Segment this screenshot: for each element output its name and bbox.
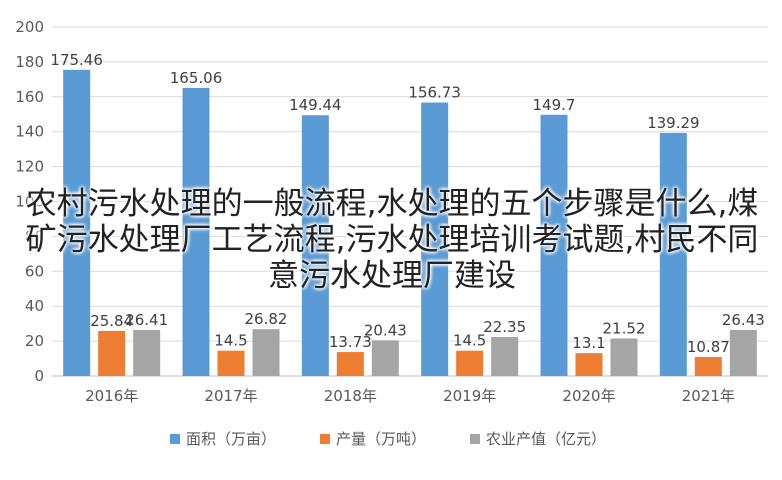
bar <box>133 329 161 376</box>
legend-label: 农业产值（亿元） <box>486 430 606 448</box>
legend-swatch <box>320 434 330 444</box>
y-tick-label: 80 <box>25 227 44 245</box>
y-tick-label: 140 <box>15 123 44 141</box>
y-tick-label: 60 <box>25 262 44 280</box>
bar <box>336 352 364 376</box>
x-tick-label: 2021年 <box>682 387 735 405</box>
legend-label: 产量（万吨） <box>336 430 426 448</box>
data-label: 149.44 <box>289 96 342 114</box>
data-label: 21.52 <box>603 319 646 337</box>
bar <box>694 357 722 376</box>
y-tick-label: 180 <box>15 53 44 71</box>
bar <box>182 87 210 376</box>
data-label: 14.5 <box>214 332 247 350</box>
data-label: 139.29 <box>647 114 700 132</box>
data-label: 149.7 <box>533 96 576 114</box>
bar <box>63 69 91 376</box>
y-tick-label: 200 <box>15 18 44 36</box>
legend-swatch <box>170 434 180 444</box>
bar <box>540 114 568 376</box>
bar <box>575 353 603 376</box>
x-tick-label: 2019年 <box>443 387 496 405</box>
bar <box>491 336 519 376</box>
x-tick-label: 2016年 <box>85 387 138 405</box>
bar <box>217 350 245 376</box>
y-tick-label: 120 <box>15 158 44 176</box>
y-tick-label: 40 <box>25 297 44 315</box>
y-tick-label: 100 <box>15 193 44 211</box>
legend-swatch <box>470 434 480 444</box>
data-label: 26.41 <box>125 311 168 329</box>
bar <box>659 132 687 376</box>
bar <box>98 330 126 376</box>
legend-label: 面积（万亩） <box>186 430 276 448</box>
data-label: 10.87 <box>687 338 730 356</box>
bar <box>371 340 399 376</box>
data-label: 175.46 <box>50 51 103 69</box>
y-tick-label: 160 <box>15 88 44 106</box>
data-label: 25.84 <box>90 312 133 330</box>
bar <box>729 329 757 376</box>
x-tick-label: 2018年 <box>324 387 377 405</box>
x-tick-label: 2017年 <box>204 387 257 405</box>
data-label: 26.82 <box>245 310 288 328</box>
y-tick-label: 20 <box>25 332 44 350</box>
data-label: 165.06 <box>170 69 223 87</box>
data-label: 22.35 <box>483 318 526 336</box>
bar <box>456 350 484 376</box>
data-label: 13.1 <box>572 334 605 352</box>
data-label: 14.5 <box>453 332 486 350</box>
x-tick-label: 2020年 <box>562 387 615 405</box>
bar <box>252 329 280 376</box>
data-label: 20.43 <box>364 321 407 339</box>
bar <box>610 338 638 376</box>
y-tick-label: 0 <box>34 367 44 385</box>
bar <box>421 102 449 376</box>
data-label: 26.43 <box>722 311 765 329</box>
bar <box>301 115 329 376</box>
data-label: 156.73 <box>408 84 461 102</box>
data-label: 13.73 <box>329 333 372 351</box>
